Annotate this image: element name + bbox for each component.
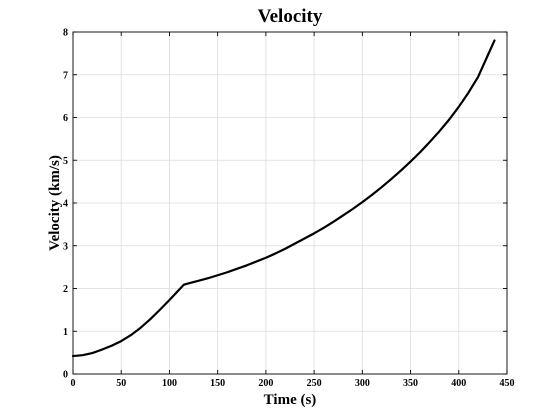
series-layer: [71, 39, 496, 358]
x-tick-label: 300: [355, 378, 370, 389]
chart-title: Velocity: [258, 6, 323, 27]
y-tick-label: 5: [63, 156, 68, 167]
y-tick-label: 2: [63, 284, 68, 295]
grid: [73, 32, 507, 374]
y-tick-label: 6: [63, 113, 68, 124]
x-tick-label: 50: [116, 378, 126, 389]
x-tick-label: 100: [162, 378, 177, 389]
x-tick-label: 200: [258, 378, 273, 389]
x-tick-label: 450: [500, 378, 515, 389]
y-tick-labels: 0 1 2 3 4 5 6 7 8: [63, 28, 68, 381]
y-tick-label: 8: [63, 28, 68, 39]
y-tick-label: 1: [63, 327, 68, 338]
x-tick-labels: 0 50 100 150 200 250 300 350 400 450: [71, 378, 515, 389]
x-tick-label: 150: [210, 378, 225, 389]
velocity-series-line: [71, 39, 496, 358]
y-tick-label: 4: [63, 199, 68, 210]
y-tick-label: 7: [63, 70, 68, 81]
y-axis-label: Velocity (km/s): [47, 155, 63, 251]
x-tick-label: 350: [403, 378, 418, 389]
x-tick-label: 400: [451, 378, 466, 389]
axis-ticks: [72, 31, 508, 375]
x-tick-label: 0: [71, 378, 76, 389]
y-tick-label: 0: [63, 370, 68, 381]
x-axis-label: Time (s): [264, 392, 317, 408]
y-tick-label: 3: [63, 241, 68, 252]
x-tick-label: 250: [307, 378, 322, 389]
